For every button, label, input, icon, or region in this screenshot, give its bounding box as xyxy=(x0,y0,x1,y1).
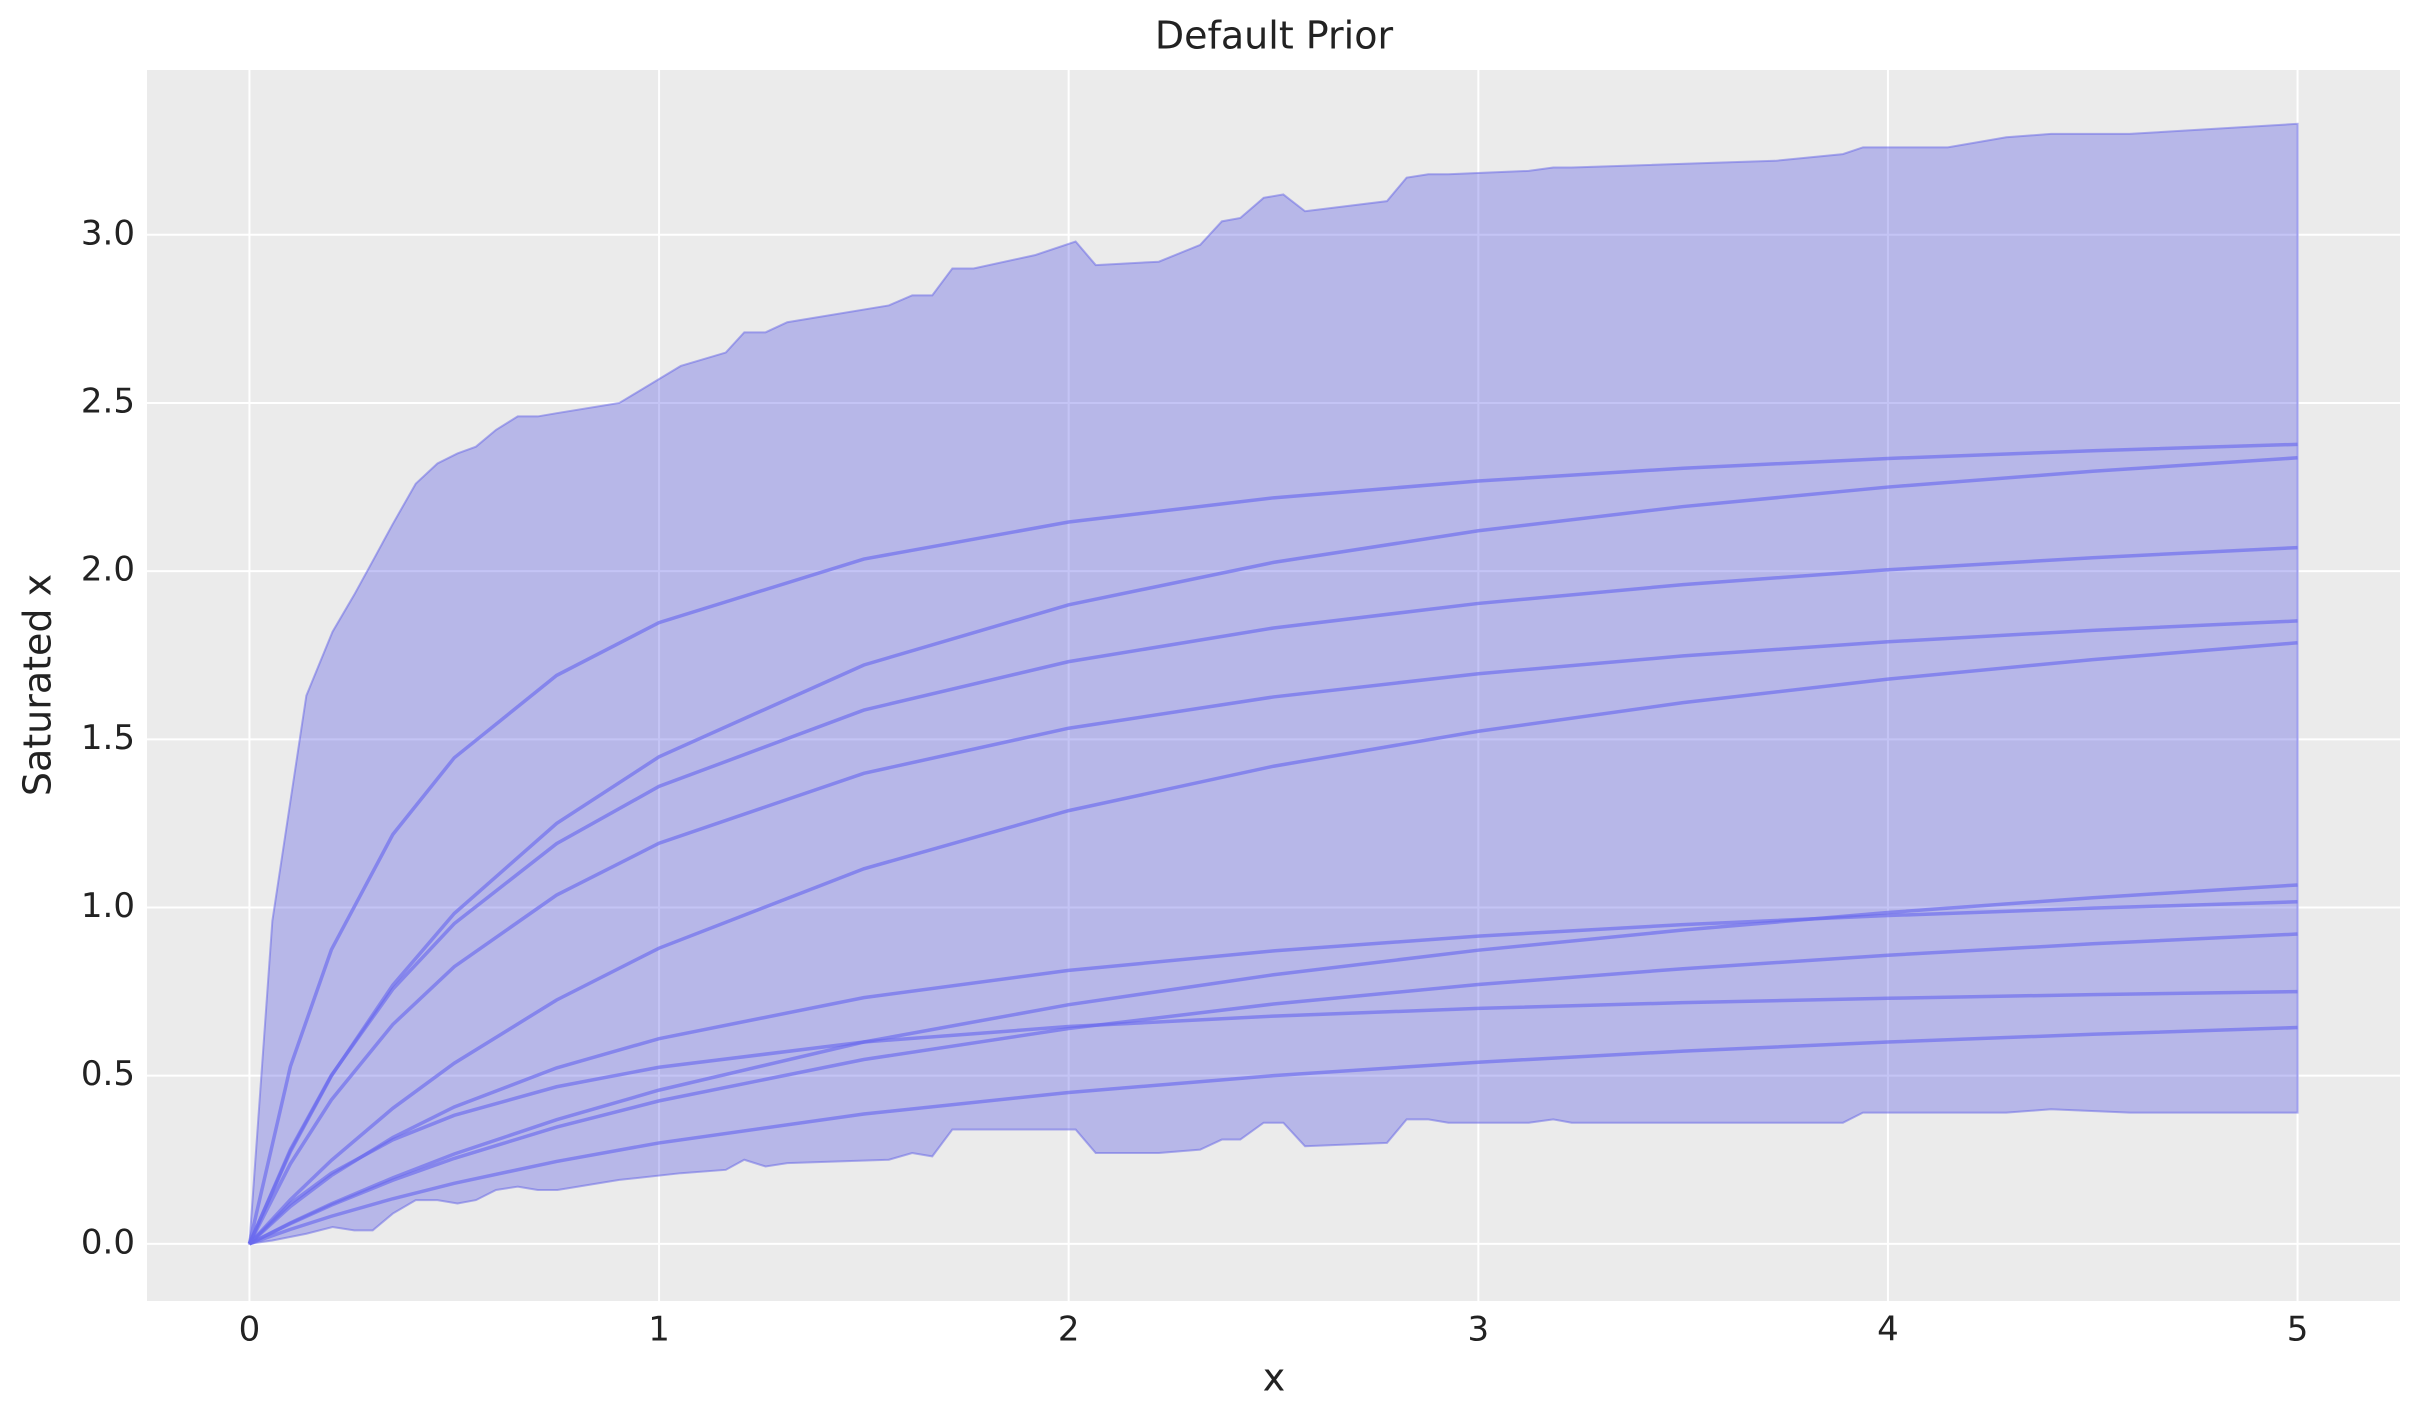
x-tick-label: 1 xyxy=(648,1310,670,1350)
band xyxy=(248,122,2299,1245)
y-tick-label: 1.0 xyxy=(81,886,135,926)
y-tick-label: 2.5 xyxy=(81,381,135,421)
x-tick-label: 3 xyxy=(1467,1310,1489,1350)
series-line xyxy=(247,545,2298,1245)
y-tick-label: 2.0 xyxy=(81,550,135,590)
chart-title: Default Prior xyxy=(1155,14,1394,58)
y-axis-label: Saturated x xyxy=(16,574,60,796)
series-line xyxy=(247,442,2298,1245)
series-line xyxy=(247,619,2298,1245)
x-tick-label: 0 xyxy=(239,1310,261,1350)
x-tick-label: 4 xyxy=(1877,1310,1899,1350)
series-line xyxy=(248,989,2298,1246)
y-tick-label: 0.0 xyxy=(81,1222,135,1262)
x-tick-label: 2 xyxy=(1058,1310,1080,1350)
series-line xyxy=(248,1025,2298,1246)
series-line xyxy=(248,641,2298,1246)
y-tick-label: 1.5 xyxy=(81,718,135,758)
x-tick-label: 5 xyxy=(2287,1310,2309,1350)
y-tick-label: 3.0 xyxy=(81,213,135,253)
series-line xyxy=(248,932,2298,1246)
x-axis-label: x xyxy=(1263,1356,1286,1400)
y-tick-label: 0.5 xyxy=(81,1054,135,1094)
